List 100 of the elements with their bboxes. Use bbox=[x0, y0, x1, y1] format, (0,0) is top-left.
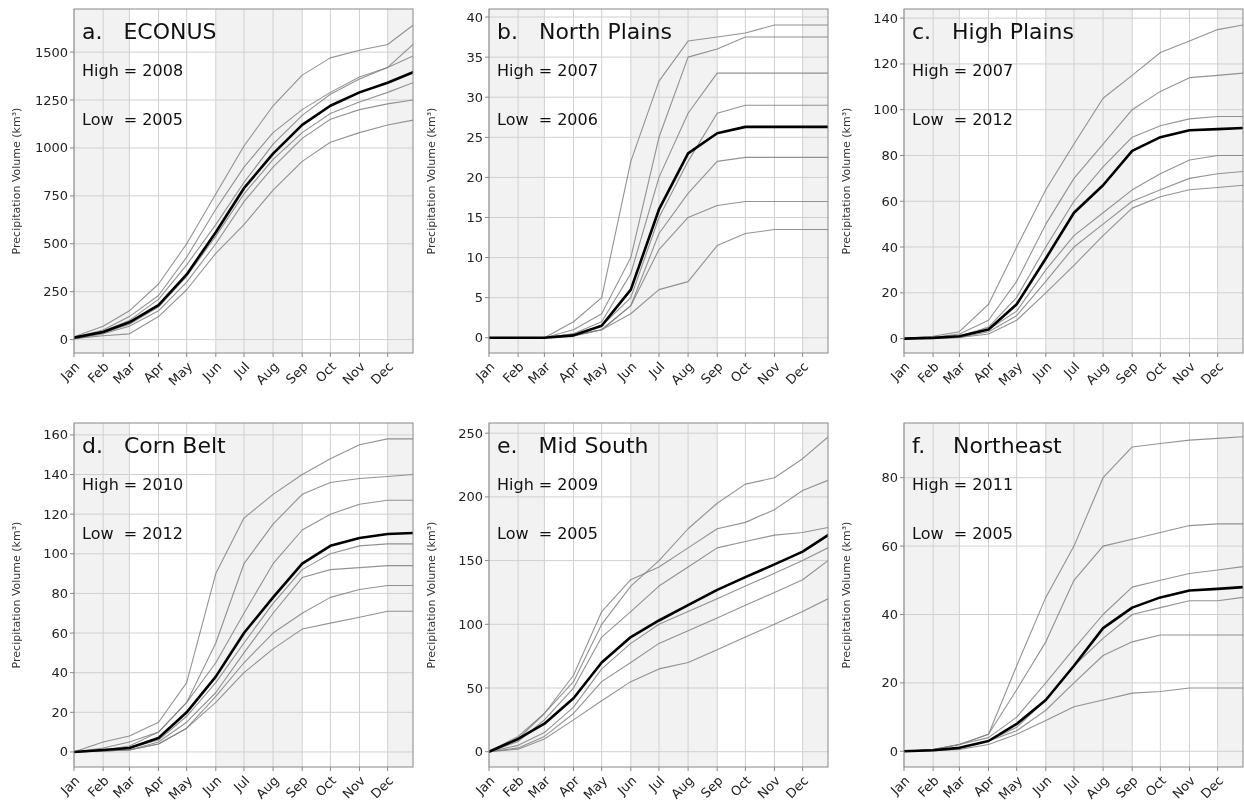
y-tick-label: 20 bbox=[51, 704, 68, 720]
x-tick-label: Feb bbox=[84, 358, 112, 386]
annotation: Low = 2006 bbox=[497, 110, 598, 129]
y-axis-title: Precipitation Volume (km³) bbox=[425, 521, 438, 669]
y-tick-label: 15 bbox=[466, 210, 483, 226]
annotation: High = 2007 bbox=[912, 61, 1014, 80]
x-tick-label: Mar bbox=[525, 772, 554, 801]
x-tick-label: Nov bbox=[754, 358, 784, 388]
x-tick-label: Oct bbox=[312, 772, 339, 800]
x-tick-label: Feb bbox=[914, 358, 942, 386]
x-tick-label: Jun bbox=[613, 772, 640, 799]
x-tick-label: Dec bbox=[782, 358, 812, 388]
x-tick-label: Jun bbox=[1028, 772, 1055, 799]
x-tick-label: Apr bbox=[970, 358, 998, 386]
x-tick-label: Jan bbox=[887, 772, 913, 799]
x-tick-label: Nov bbox=[1169, 358, 1199, 388]
y-tick-label: 140 bbox=[43, 467, 68, 483]
x-tick-label: Jun bbox=[198, 358, 225, 385]
x-tick-label: Jul bbox=[230, 358, 253, 382]
annotation: High = 2010 bbox=[82, 475, 184, 494]
x-tick-label: Sep bbox=[282, 358, 311, 387]
x-tick-label: Dec bbox=[1197, 358, 1227, 388]
y-tick-label: 200 bbox=[458, 489, 483, 505]
x-tick-label: Apr bbox=[555, 358, 583, 386]
x-tick-label: Jan bbox=[472, 358, 498, 385]
y-tick-label: 80 bbox=[51, 585, 68, 601]
y-tick-label: 100 bbox=[458, 616, 483, 632]
y-tick-label: 20 bbox=[881, 285, 898, 301]
y-axis-title: Precipitation Volume (km³) bbox=[10, 521, 23, 669]
y-tick-label: 1250 bbox=[34, 92, 68, 108]
y-tick-label: 40 bbox=[466, 9, 483, 25]
y-tick-label: 100 bbox=[43, 546, 68, 562]
y-tick-label: 1000 bbox=[34, 140, 68, 156]
x-tick-label: Jan bbox=[57, 358, 83, 385]
x-tick-label: Dec bbox=[367, 772, 397, 802]
x-tick-label: Mar bbox=[940, 772, 969, 801]
x-tick-label: Mar bbox=[110, 772, 139, 801]
x-tick-label: Jun bbox=[198, 772, 225, 799]
x-tick-label: Oct bbox=[727, 358, 754, 386]
y-tick-label: 30 bbox=[466, 89, 483, 105]
text: f. Northeast bbox=[912, 433, 1063, 458]
annotation: High = 2008 bbox=[82, 61, 184, 80]
y-tick-label: 35 bbox=[466, 49, 483, 65]
annotation: Low = 2012 bbox=[912, 110, 1013, 129]
x-tick-label: Sep bbox=[697, 358, 726, 387]
annotation: Low = 2005 bbox=[497, 524, 598, 543]
y-tick-label: 150 bbox=[458, 553, 483, 569]
x-tick-label: Jan bbox=[57, 772, 83, 799]
x-tick-label: Dec bbox=[367, 358, 397, 388]
y-tick-label: 20 bbox=[881, 675, 898, 691]
y-tick-label: 120 bbox=[873, 56, 898, 72]
x-tick-label: Oct bbox=[727, 772, 754, 800]
x-tick-label: Mar bbox=[525, 358, 554, 387]
x-tick-label: Nov bbox=[339, 358, 369, 388]
annotation: High = 2007 bbox=[497, 61, 599, 80]
y-tick-label: 250 bbox=[43, 284, 68, 300]
x-tick-label: Nov bbox=[339, 772, 369, 802]
y-tick-label: 20 bbox=[466, 169, 483, 185]
y-tick-label: 0 bbox=[474, 330, 483, 346]
x-tick-label: Jun bbox=[613, 358, 640, 385]
text: a. ECONUS bbox=[82, 19, 217, 44]
x-tick-label: Oct bbox=[1142, 772, 1169, 800]
x-tick-label: Sep bbox=[282, 772, 311, 801]
y-axis-title: Precipitation Volume (km³) bbox=[840, 107, 853, 255]
y-tick-label: 50 bbox=[466, 680, 483, 696]
x-tick-label: Jun bbox=[1028, 358, 1055, 385]
text: d. Corn Belt bbox=[82, 433, 227, 458]
x-tick-label: Feb bbox=[499, 772, 527, 800]
y-tick-label: 60 bbox=[881, 538, 898, 554]
x-tick-label: Sep bbox=[1112, 772, 1141, 801]
x-tick-label: Jul bbox=[645, 772, 668, 796]
y-tick-label: 0 bbox=[474, 744, 483, 760]
x-tick-label: Sep bbox=[697, 772, 726, 801]
y-tick-label: 250 bbox=[458, 425, 483, 441]
x-tick-label: Feb bbox=[499, 358, 527, 386]
x-tick-label: Nov bbox=[1169, 772, 1199, 802]
y-axis-title: Precipitation Volume (km³) bbox=[425, 107, 438, 255]
x-tick-label: Dec bbox=[1197, 772, 1227, 802]
x-tick-label: Apr bbox=[140, 772, 168, 800]
x-tick-label: Jul bbox=[1060, 772, 1083, 796]
annotation: High = 2009 bbox=[497, 475, 599, 494]
y-axis-title: Precipitation Volume (km³) bbox=[10, 107, 23, 255]
y-tick-label: 40 bbox=[51, 665, 68, 681]
x-tick-label: Apr bbox=[555, 772, 583, 800]
x-tick-label: Jan bbox=[472, 772, 498, 799]
y-axis-title: Precipitation Volume (km³) bbox=[840, 521, 853, 669]
x-tick-label: Oct bbox=[312, 358, 339, 386]
y-tick-label: 40 bbox=[881, 239, 898, 255]
y-tick-label: 120 bbox=[43, 506, 68, 522]
x-tick-label: Oct bbox=[1142, 358, 1169, 386]
y-tick-label: 500 bbox=[43, 236, 68, 252]
x-tick-label: Apr bbox=[970, 772, 998, 800]
y-tick-label: 10 bbox=[466, 250, 483, 266]
y-tick-label: 5 bbox=[474, 290, 483, 306]
x-tick-label: Sep bbox=[1112, 358, 1141, 387]
y-tick-label: 0 bbox=[889, 331, 898, 347]
text: e. Mid South bbox=[497, 433, 649, 458]
y-tick-label: 0 bbox=[59, 332, 68, 348]
y-tick-label: 0 bbox=[889, 743, 898, 759]
y-tick-label: 140 bbox=[873, 10, 898, 26]
